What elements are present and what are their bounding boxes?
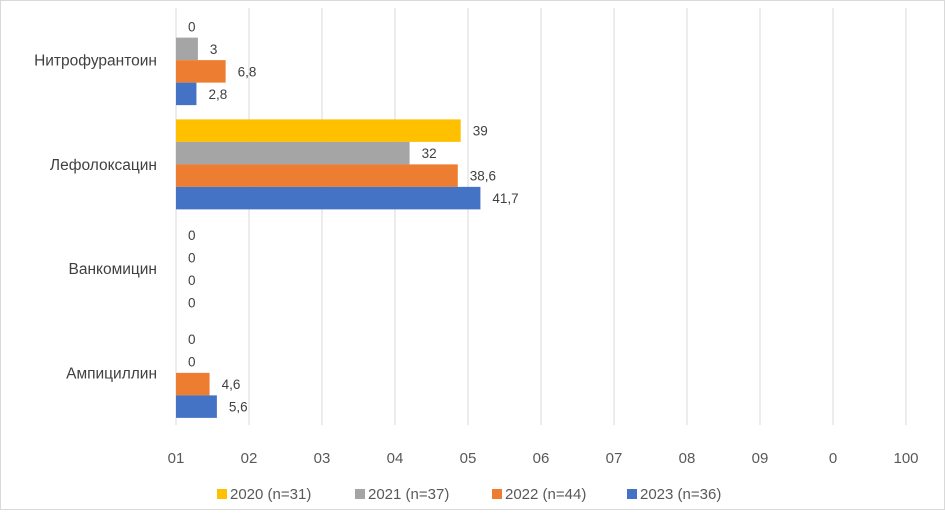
x-tick-label: 02 bbox=[241, 450, 258, 467]
legend: 2020 (n=31) 2021 (n=37) 2022 (n=44) 2023 (n… bbox=[217, 486, 721, 503]
data-label: 2,8 bbox=[208, 87, 227, 102]
bar bbox=[176, 82, 197, 106]
legend-swatch bbox=[492, 489, 502, 499]
legend-swatch bbox=[627, 489, 637, 499]
category-label: Ампициллин bbox=[66, 365, 157, 382]
data-label: 0 bbox=[188, 332, 196, 347]
legend-label: 2023 (n=36) bbox=[640, 486, 721, 503]
data-label: 6,8 bbox=[238, 64, 257, 79]
x-tick-label: 03 bbox=[314, 450, 331, 467]
category-label: Лефолоксацин bbox=[50, 157, 157, 174]
data-label: 41,7 bbox=[492, 191, 518, 206]
bar bbox=[176, 119, 461, 142]
x-tick-label: 0 bbox=[829, 450, 837, 467]
x-tick-labels-group: 01 02 03 04 05 06 07 08 09 0 100 bbox=[168, 450, 919, 467]
legend-swatch bbox=[355, 489, 365, 499]
x-tick-label: 100 bbox=[893, 450, 918, 467]
bar bbox=[176, 372, 210, 396]
data-label: 0 bbox=[188, 355, 196, 370]
legend-swatch bbox=[217, 489, 227, 499]
x-tick-label: 01 bbox=[168, 450, 185, 467]
data-label: 3 bbox=[210, 42, 218, 57]
x-tick-label: 05 bbox=[460, 450, 477, 467]
data-label: 4,6 bbox=[222, 377, 241, 392]
x-tick-label: 09 bbox=[752, 450, 769, 467]
bar bbox=[176, 37, 198, 61]
x-tick-label: 08 bbox=[679, 450, 696, 467]
x-tick-label: 07 bbox=[606, 450, 623, 467]
x-tick-label: 04 bbox=[387, 450, 404, 467]
x-tick-label: 06 bbox=[533, 450, 550, 467]
data-label: 0 bbox=[188, 19, 196, 34]
bar bbox=[176, 141, 410, 165]
legend-label: 2020 (n=31) bbox=[230, 486, 311, 503]
data-label: 0 bbox=[188, 228, 196, 243]
data-label: 38,6 bbox=[470, 169, 496, 184]
bar bbox=[176, 164, 458, 187]
data-label: 0 bbox=[188, 250, 196, 265]
bars-group bbox=[176, 37, 481, 418]
legend-label: 2022 (n=44) bbox=[505, 486, 586, 503]
bar bbox=[176, 395, 217, 418]
data-label: 32 bbox=[422, 146, 437, 161]
gridlines bbox=[175, 8, 907, 425]
data-label: 0 bbox=[188, 295, 196, 310]
bar bbox=[176, 60, 226, 83]
category-label: Нитрофурантоин bbox=[34, 53, 157, 70]
bar bbox=[176, 186, 481, 210]
category-labels-group: Нитрофурантоин Лефолоксацин Ванкомицин Ампи… bbox=[34, 53, 157, 383]
legend-label: 2021 (n=37) bbox=[368, 486, 449, 503]
data-label: 0 bbox=[188, 273, 196, 288]
category-label: Ванкомицин bbox=[68, 261, 157, 278]
data-label: 39 bbox=[473, 124, 488, 139]
data-label: 5,6 bbox=[229, 400, 248, 415]
